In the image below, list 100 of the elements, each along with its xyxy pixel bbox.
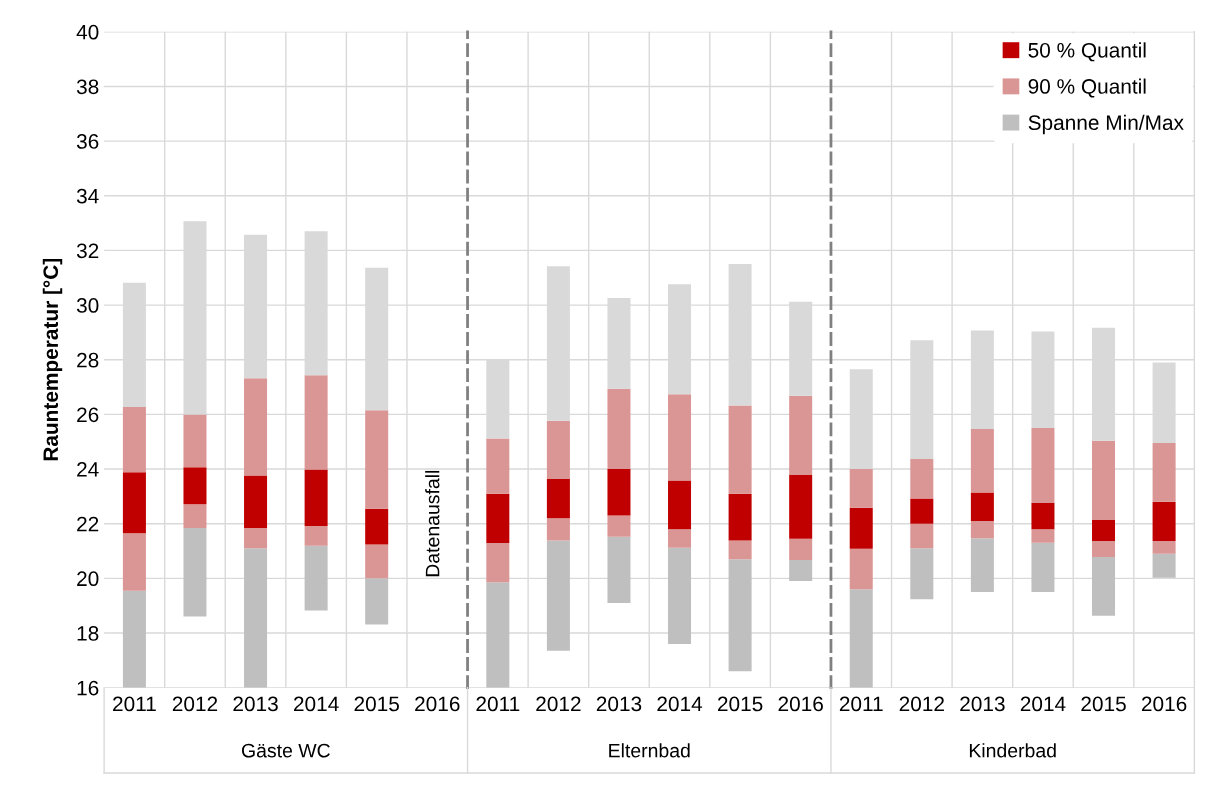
bar — [970, 428, 994, 493]
bar — [910, 523, 934, 549]
bar — [728, 493, 752, 541]
y-tick-label: 32 — [76, 243, 99, 259]
legend-label: 50 % Quantil — [1028, 42, 1146, 62]
y-tick-label: 34 — [76, 188, 99, 204]
bar — [728, 559, 752, 672]
bar — [789, 475, 813, 539]
bar — [183, 504, 207, 529]
bar — [607, 515, 631, 537]
bar — [122, 472, 146, 534]
bar — [122, 533, 146, 591]
x-tick-label: 2014 — [294, 696, 339, 712]
x-tick-label: 2011 — [839, 696, 883, 712]
bar — [789, 395, 813, 476]
x-tick-label: 2012 — [899, 696, 944, 712]
y-tick-label: 38 — [76, 79, 99, 95]
legend-label: Spanne Min/Max — [1028, 114, 1184, 135]
annotation: Datenausfall — [425, 470, 440, 577]
y-tick-label: 20 — [77, 571, 99, 587]
x-tick-label: 2015 — [1081, 696, 1126, 712]
y-axis-title: Rauntemperatur [°C] — [42, 258, 63, 461]
bar — [244, 528, 268, 549]
y-tick-label: 26 — [77, 407, 99, 423]
bar — [1092, 540, 1116, 558]
x-tick-label: 2012 — [172, 696, 218, 712]
bar — [728, 540, 752, 560]
bar — [789, 560, 813, 582]
x-tick-label: 2013 — [596, 696, 642, 712]
bar — [183, 528, 207, 617]
x-tick-label: 2013 — [233, 696, 278, 712]
y-tick-label: 16 — [77, 680, 99, 696]
bar — [365, 508, 389, 545]
y-tick-label: 18 — [77, 626, 99, 641]
x-tick-label: 2011 — [476, 696, 520, 712]
bar — [849, 589, 873, 688]
y-tick-label: 24 — [77, 462, 99, 477]
bar — [486, 543, 510, 583]
bar — [607, 469, 631, 516]
bar — [365, 578, 389, 625]
bar — [486, 438, 510, 494]
bar — [1031, 529, 1055, 543]
bar — [789, 538, 813, 561]
bar — [546, 478, 570, 519]
x-tick-label: 2011 — [113, 696, 156, 712]
bar — [1092, 519, 1116, 541]
x-tick-label: 2014 — [657, 696, 703, 712]
bar — [122, 590, 146, 688]
bar — [607, 536, 631, 603]
bar — [910, 548, 934, 600]
bar — [486, 493, 510, 544]
bar — [546, 420, 570, 479]
bar — [668, 480, 692, 530]
bar — [1092, 440, 1116, 520]
bar — [607, 388, 631, 470]
bar — [668, 547, 692, 644]
y-tick-label: 30 — [76, 298, 99, 313]
bar — [970, 492, 994, 521]
bar — [1092, 557, 1116, 616]
x-tick-label: 2012 — [536, 696, 581, 712]
y-tick-label: 40 — [76, 24, 99, 40]
bar — [728, 405, 752, 494]
bar — [304, 545, 328, 611]
bar — [849, 469, 873, 508]
bar — [546, 518, 570, 541]
bar — [910, 458, 934, 499]
bar — [244, 378, 268, 476]
bar — [1031, 542, 1055, 593]
y-tick-label: 22 — [77, 516, 99, 532]
bar — [486, 582, 510, 688]
y-tick-label: 28 — [77, 352, 99, 368]
bar — [1031, 502, 1055, 530]
bar — [1152, 501, 1176, 541]
x-tick-label: 2014 — [1020, 696, 1066, 712]
x-tick-label: 2015 — [717, 696, 763, 712]
x-tick-label: 2013 — [960, 696, 1005, 712]
x-tick-label: 2016 — [778, 696, 823, 712]
bar — [183, 467, 207, 505]
bar — [668, 529, 692, 548]
legend-label: 90 % Quantil — [1028, 78, 1146, 98]
x-tick-label: 2015 — [354, 696, 399, 712]
bar — [1152, 443, 1176, 502]
bar — [365, 410, 389, 509]
bar — [668, 394, 692, 481]
bar — [970, 538, 994, 593]
x-axis-title: Elternbad — [609, 743, 690, 758]
bar — [365, 544, 389, 579]
bar — [244, 475, 268, 529]
bar — [849, 507, 873, 549]
x-axis-title: Kinderbad — [969, 743, 1056, 758]
bar — [910, 498, 934, 524]
y-tick-label: 36 — [76, 134, 99, 149]
bar — [244, 548, 268, 688]
x-tick-label: 2016 — [415, 696, 460, 712]
bar — [304, 375, 328, 470]
bar — [1031, 428, 1055, 503]
bar — [1152, 553, 1176, 578]
bar — [849, 548, 873, 590]
bar — [1152, 540, 1176, 554]
bar — [122, 407, 146, 473]
